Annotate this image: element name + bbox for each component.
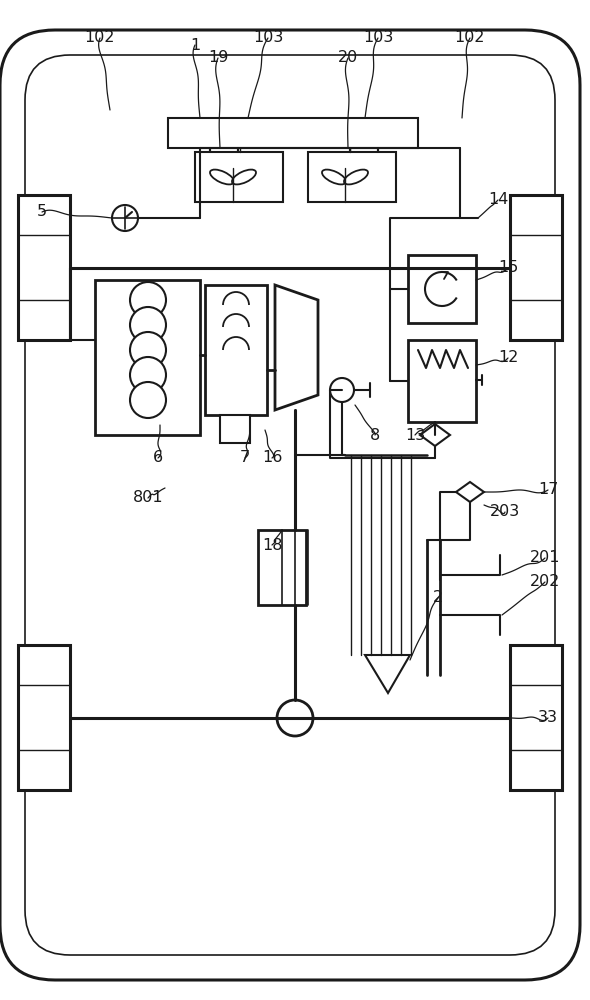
Ellipse shape	[210, 170, 234, 184]
Bar	[408, 255, 476, 323]
Circle shape	[130, 282, 166, 318]
Circle shape	[277, 700, 313, 736]
Text: 1: 1	[190, 37, 200, 52]
Text: 103: 103	[363, 30, 393, 45]
Bar	[308, 152, 396, 202]
Text: 18: 18	[262, 538, 282, 552]
Bar	[510, 645, 562, 790]
Bar	[220, 415, 250, 443]
Circle shape	[130, 357, 166, 393]
Ellipse shape	[322, 170, 346, 184]
Circle shape	[130, 332, 166, 368]
Text: 13: 13	[405, 428, 425, 442]
Ellipse shape	[232, 170, 256, 184]
FancyBboxPatch shape	[0, 30, 580, 980]
Text: 8: 8	[370, 428, 380, 442]
Text: 15: 15	[498, 260, 518, 275]
Text: 12: 12	[498, 351, 518, 365]
FancyBboxPatch shape	[25, 55, 555, 955]
Bar	[168, 118, 418, 148]
Text: 202: 202	[530, 574, 560, 589]
Polygon shape	[365, 655, 410, 693]
Circle shape	[130, 382, 166, 418]
Bar	[510, 195, 562, 340]
Text: 201: 201	[530, 550, 560, 566]
Bar	[258, 530, 306, 605]
Text: 5: 5	[37, 205, 47, 220]
Text: 103: 103	[253, 30, 283, 45]
Polygon shape	[456, 482, 484, 502]
Bar	[195, 152, 283, 202]
Circle shape	[330, 378, 354, 402]
Text: 20: 20	[338, 50, 358, 66]
Ellipse shape	[344, 170, 368, 184]
Text: 801: 801	[133, 490, 163, 506]
Bar	[408, 340, 476, 422]
Text: 2: 2	[433, 590, 443, 605]
Bar	[18, 645, 70, 790]
Polygon shape	[275, 285, 318, 410]
Text: 19: 19	[208, 50, 228, 66]
Text: 102: 102	[455, 30, 485, 45]
Bar	[95, 280, 200, 435]
Bar	[205, 285, 267, 415]
Bar	[18, 195, 70, 340]
Circle shape	[130, 307, 166, 343]
Text: 14: 14	[488, 192, 508, 208]
Text: 16: 16	[262, 450, 282, 466]
Circle shape	[112, 205, 138, 231]
Text: 102: 102	[85, 30, 115, 45]
Text: 6: 6	[153, 450, 163, 466]
Polygon shape	[420, 424, 450, 446]
Text: 203: 203	[490, 504, 520, 520]
Text: 33: 33	[538, 710, 558, 726]
Text: 17: 17	[538, 483, 558, 497]
Text: 7: 7	[240, 450, 250, 466]
